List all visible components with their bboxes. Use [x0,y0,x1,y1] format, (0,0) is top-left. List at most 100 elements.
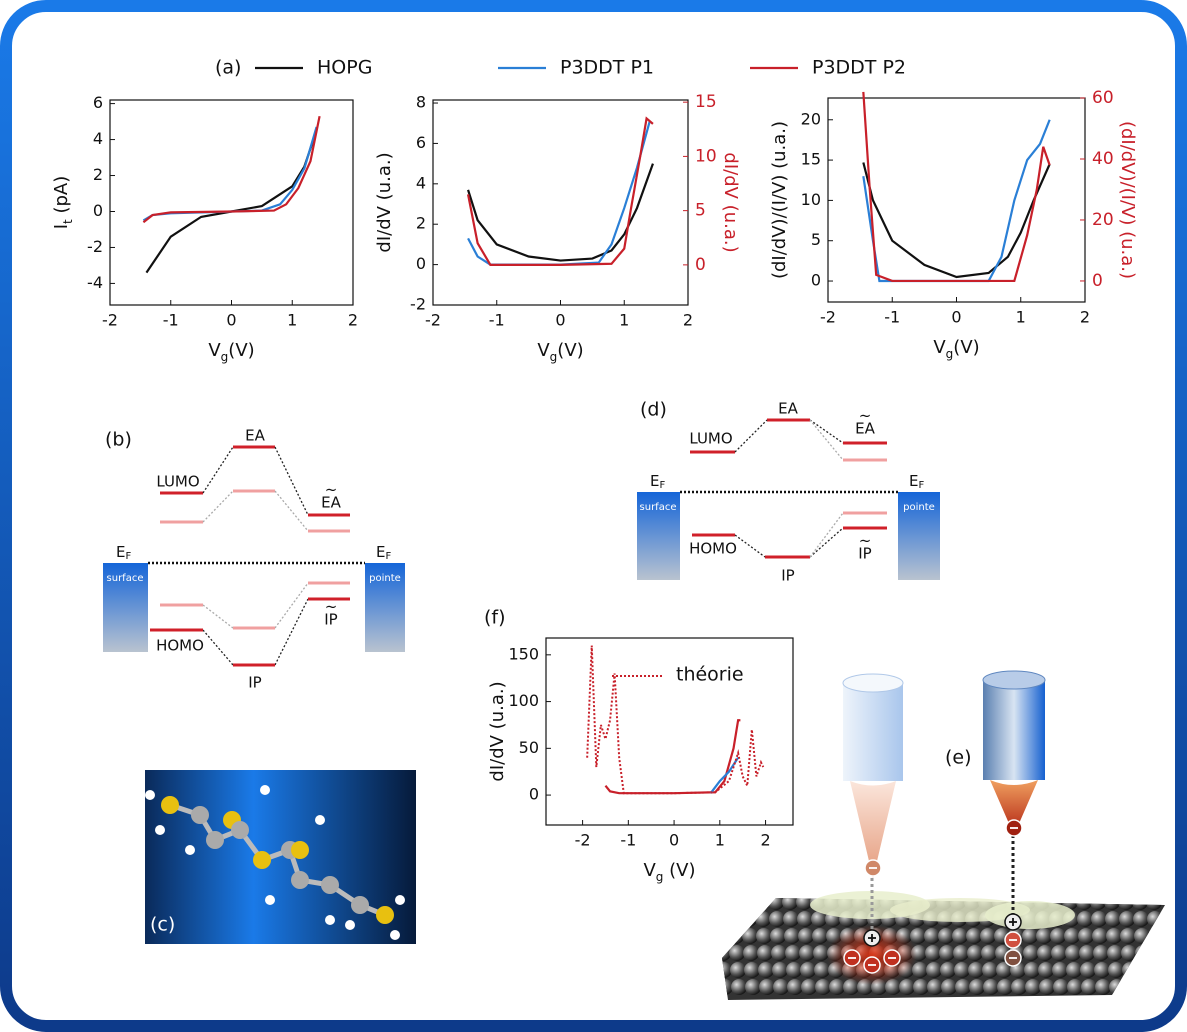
panel-label: (b) [105,429,132,451]
surface-atom [924,928,940,944]
surface-atom [782,898,798,910]
surface-atom [899,979,915,995]
surface-atom [1078,928,1094,944]
accent: ~ [325,481,338,499]
label-part: (V) [228,340,254,361]
surface-atom [968,962,984,978]
y-tick-label: -4 [87,273,103,292]
surface-atom [757,945,773,961]
surface-atom [913,979,929,995]
surface-atom [1053,979,1069,995]
tip-top [982,670,1046,690]
atom [253,851,271,869]
x-tick-label: 1 [287,311,297,330]
x-tick-label: 2 [348,311,358,330]
fermi-e: E [650,472,659,490]
atom [325,915,335,925]
surface-atom [969,979,985,995]
surface-atom [912,962,928,978]
surface-atom [1121,945,1137,961]
surface-atom [997,979,1013,995]
surface-atom [1107,945,1123,961]
label-part: (V) [663,860,695,881]
atom [390,930,400,940]
surface-atom [1064,928,1080,944]
x-tick-label: 1 [715,831,725,850]
surface-atom [745,979,761,995]
stm-image: (e) [722,670,1165,1000]
y2-tick-label: 0 [695,255,706,275]
y-tick-label: 0 [529,785,539,804]
panel-label: (f) [484,607,506,629]
surface-atom [1067,979,1083,995]
surface-atom [1024,962,1040,978]
level-label: IP [781,567,794,585]
surface-atom [1095,979,1111,995]
surface-atom [731,979,747,995]
x-tick-label: 2 [683,311,693,330]
surface-atom [843,979,859,995]
series-line [467,163,654,262]
surface-atom [1022,928,1038,944]
x-tick-label: 1 [1016,308,1026,327]
atom [185,845,195,855]
surface-atom [1108,962,1124,978]
surface-atom [769,911,785,927]
surface-atom [967,945,983,961]
atom [321,876,339,894]
label-subscript: g [550,350,558,364]
label-part: I [51,224,72,229]
fermi-label: EF [909,472,924,492]
fermi-label: EF [650,472,665,492]
series-line [142,115,321,224]
surface-atom [1133,911,1149,927]
surface-atom [787,979,803,995]
series-line [467,120,651,266]
label-part: (V) [557,340,583,361]
fermi-sub: F [659,480,665,491]
y-tick-label: 0 [93,201,103,220]
electrode [103,563,148,652]
x-tick-label: -1 [884,308,900,327]
surface-atom [927,979,943,995]
label-subscript: t [61,219,75,224]
label-subscript: g [221,350,229,364]
y-tick-label: 2 [93,165,103,184]
surface-atom [1036,928,1052,944]
atom [145,790,155,800]
label-part: (V) [953,337,979,358]
level-label: HOMO [689,540,737,558]
surface-atom [1091,911,1107,927]
atom [351,896,369,914]
panel-label: (d) [640,399,667,421]
surface-atom [730,962,746,978]
molecule [985,901,1075,929]
atom [206,831,224,849]
surface-atom [1051,945,1067,961]
surface-atom [1025,979,1041,995]
plot-frame [545,637,794,826]
atom [376,906,394,924]
tip-body [983,680,1045,780]
electrode-label: pointe [903,502,935,513]
y-tick-label: 4 [93,129,103,148]
surface-atom [758,962,774,978]
y2-axis-label: dI/dV (u.a.) [720,152,741,252]
surface-atom [771,945,787,961]
surface-atom [1065,945,1081,961]
x-tick-label: 2 [1080,308,1090,327]
y2-tick-label: 60 [1092,88,1114,108]
surface-atom [783,911,799,927]
surface-atom [812,928,828,944]
y-tick-label: 100 [508,691,539,710]
x-tick-label: -1 [620,831,636,850]
electrode [365,563,405,652]
surface-atom [983,979,999,995]
atom [155,825,165,835]
y-tick-label: 6 [93,93,103,112]
x-axis-label: Vg(V) [933,337,979,361]
electrode [898,492,940,580]
connector [734,419,844,558]
surface-atom [980,928,996,944]
